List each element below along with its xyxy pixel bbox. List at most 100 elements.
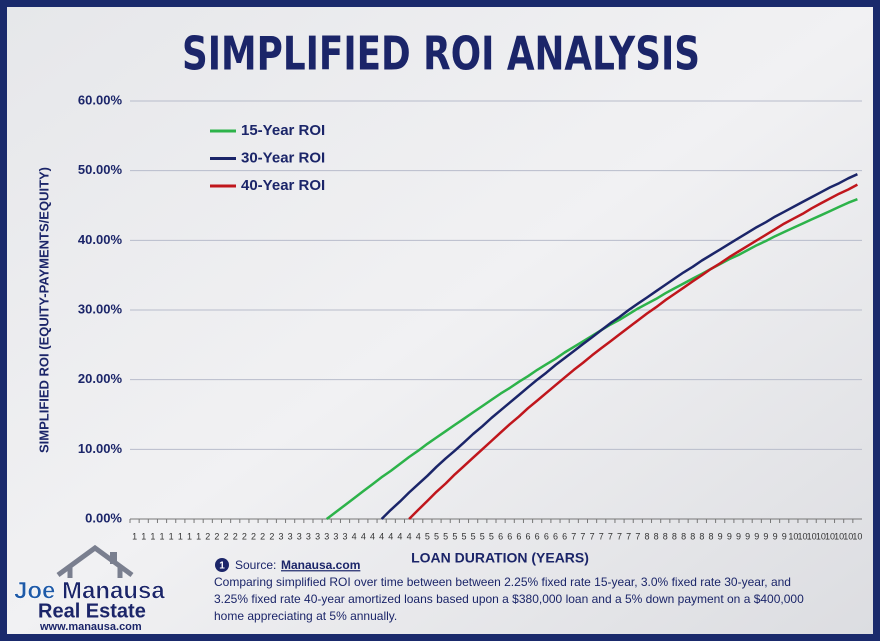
y-axis-label: SIMPLIFIED ROI (EQUITY-PAYMENTS/EQUITY) [36, 167, 51, 453]
x-tick-label: 7 [617, 531, 622, 541]
x-tick-label: 5 [461, 531, 466, 541]
x-tick-label: 2 [205, 531, 210, 541]
logo-last: Manausa [62, 577, 165, 604]
x-tick-label: 6 [498, 531, 503, 541]
x-tick-label: 6 [553, 531, 558, 541]
x-tick-label: 8 [681, 531, 686, 541]
x-tick-label: 9 [782, 531, 787, 541]
x-tick-label: 5 [489, 531, 494, 541]
x-tick-label: 4 [370, 531, 375, 541]
logo-chimney [110, 552, 117, 564]
x-tick-label: 2 [214, 531, 219, 541]
series-line [408, 183, 858, 520]
x-tick-label: 9 [763, 531, 768, 541]
x-tick-label: 3 [343, 531, 348, 541]
x-tick-label: 5 [434, 531, 439, 541]
logo-tagline: Real Estate [38, 600, 146, 622]
x-tick-label: 3 [306, 531, 311, 541]
x-tick-label: 10 [807, 531, 817, 541]
y-tick-label: 20.00% [78, 371, 123, 386]
x-axis-label: LOAN DURATION (YEARS) [411, 550, 589, 566]
y-tick-label: 30.00% [78, 301, 123, 316]
x-tick-label: 9 [718, 531, 723, 541]
x-tick-label: 7 [626, 531, 631, 541]
x-tick-label: 10 [798, 531, 808, 541]
x-tick-label: 8 [690, 531, 695, 541]
caption-line: Comparing simplified ROI over time betwe… [214, 575, 791, 589]
x-tick-label: 10 [788, 531, 798, 541]
y-tick-label: 50.00% [78, 162, 123, 177]
x-tick-label: 7 [599, 531, 604, 541]
x-tick-label: 3 [278, 531, 283, 541]
x-tick-label: 9 [773, 531, 778, 541]
x-tick-label: 1 [187, 531, 192, 541]
caption-line: home appreciating at 5% annually. [214, 609, 397, 623]
x-tick-label: 2 [269, 531, 274, 541]
x-tick-label: 4 [352, 531, 357, 541]
x-tick-label: 9 [745, 531, 750, 541]
x-tick-label: 3 [297, 531, 302, 541]
x-tick-label: 7 [608, 531, 613, 541]
x-tick-label: 2 [233, 531, 238, 541]
x-tick-label: 7 [580, 531, 585, 541]
x-tick-label: 7 [571, 531, 576, 541]
y-tick-label: 40.00% [78, 232, 123, 247]
chart-title: SIMPLIFIED ROI ANALYSIS [182, 27, 700, 81]
legend-label: 15-Year ROI [241, 122, 325, 139]
x-tick-label: 5 [480, 531, 485, 541]
x-tick-label: 9 [736, 531, 741, 541]
x-tick-label: 7 [590, 531, 595, 541]
x-tick-label: 5 [471, 531, 476, 541]
legend-label: 30-Year ROI [241, 149, 325, 166]
logo-house [56, 544, 134, 578]
x-tick-label: 3 [315, 531, 320, 541]
x-tick-label: 5 [425, 531, 430, 541]
x-tick-label: 1 [178, 531, 183, 541]
source-marker-circle [215, 558, 229, 572]
x-tick-label: 6 [544, 531, 549, 541]
x-tick-label: 4 [361, 531, 366, 541]
logo-url: www.manausa.com [39, 621, 142, 633]
x-tick-label: 6 [526, 531, 531, 541]
x-tick-label: 4 [388, 531, 393, 541]
source-label: Source: [235, 558, 276, 572]
y-tick-label: 0.00% [85, 510, 122, 525]
x-tick-label: 8 [709, 531, 714, 541]
x-tick-label: 2 [242, 531, 247, 541]
x-tick-label: 1 [169, 531, 174, 541]
x-tick-label: 3 [288, 531, 293, 541]
x-tick-label: 8 [663, 531, 668, 541]
y-tick-label: 10.00% [78, 441, 123, 456]
x-tick-label: 8 [644, 531, 649, 541]
x-tick-label: 2 [224, 531, 229, 541]
x-tick-label: 3 [333, 531, 338, 541]
x-tick-label: 5 [443, 531, 448, 541]
caption-line: 3.25% fixed rate 40-year amortized loans… [214, 592, 804, 606]
x-tick-label: 7 [635, 531, 640, 541]
logo: Joe Manausa Real Estate www.manausa.com [14, 544, 166, 633]
logo-first: Joe [14, 577, 55, 604]
source-link[interactable]: Manausa.com [281, 558, 360, 572]
x-tick-label: 6 [507, 531, 512, 541]
x-tick-label: 4 [416, 531, 421, 541]
x-tick-label: 10 [816, 531, 826, 541]
x-tick-label: 6 [562, 531, 567, 541]
x-tick-label: 8 [654, 531, 659, 541]
x-tick-label: 9 [754, 531, 759, 541]
x-tick-label: 10 [852, 531, 862, 541]
legend-label: 40-Year ROI [241, 177, 325, 194]
x-tick-label: 9 [727, 531, 732, 541]
x-tick-label: 1 [150, 531, 155, 541]
x-tick-label: 1 [132, 531, 137, 541]
x-tick-label: 4 [379, 531, 384, 541]
x-tick-label: 1 [196, 531, 201, 541]
x-tick-label: 10 [825, 531, 835, 541]
x-tick-label: 4 [397, 531, 402, 541]
x-tick-label: 5 [452, 531, 457, 541]
x-tick-label: 8 [699, 531, 704, 541]
x-tick-label: 8 [672, 531, 677, 541]
x-tick-label: 2 [251, 531, 256, 541]
x-tick-label: 1 [141, 531, 146, 541]
source-marker: 1 [219, 561, 225, 572]
